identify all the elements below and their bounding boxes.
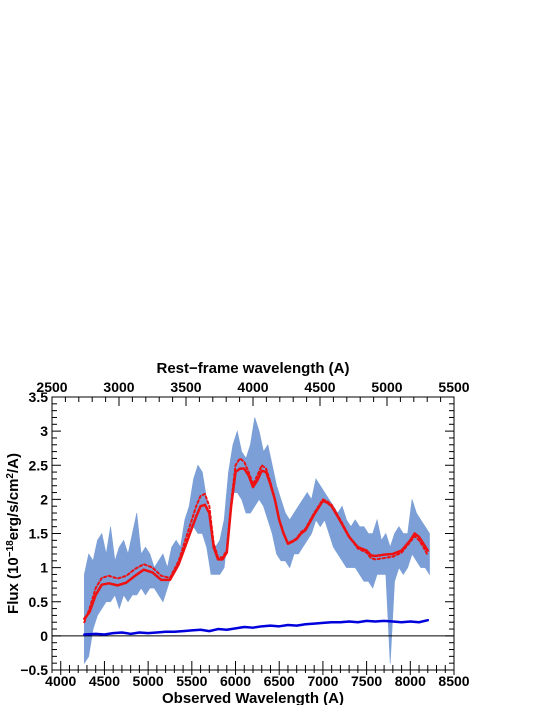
observed-spectrum-band xyxy=(84,417,430,665)
y-axis-title-exponent: −18 xyxy=(5,540,16,557)
x2-tick-label: 5000 xyxy=(371,379,402,395)
x-tick-label: 6500 xyxy=(264,673,295,689)
x-tick-label: 8500 xyxy=(438,673,469,689)
bottom-axis-title: Observed Wavelength (A) xyxy=(162,690,344,705)
x-tick-label: 5000 xyxy=(133,673,164,689)
x-tick-label: 7500 xyxy=(351,673,382,689)
model-spectrum-layer xyxy=(83,457,430,624)
y-axis-title: Flux (10−18erg/s/cm2/A) xyxy=(5,453,23,614)
error-spectrum-line xyxy=(83,618,430,636)
x-tick-label: 5500 xyxy=(176,673,207,689)
x-tick-label: 8000 xyxy=(395,673,426,689)
tick-labels: 4000 4500 5000 5500 6000 6500 7000 7500 8000 8500… xyxy=(20,379,469,689)
x2-tick-label: 4000 xyxy=(237,379,268,395)
y-axis-title-prefix: Flux (10 xyxy=(5,557,22,614)
y-tick-label: 1.5 xyxy=(29,526,49,542)
y-axis-title-suffix: /A) xyxy=(5,453,22,473)
x2-tick-label: 3000 xyxy=(103,379,134,395)
x-tick-label: 6000 xyxy=(220,673,251,689)
y-tick-label: −0.5 xyxy=(20,662,48,678)
observed-spectrum-band-layer xyxy=(84,417,430,665)
y-tick-label: 1 xyxy=(40,560,48,576)
x2-tick-label: 4500 xyxy=(304,379,335,395)
x-tick-label: 7000 xyxy=(307,673,338,689)
y-axis-title-units: erg/s/cm xyxy=(5,479,22,541)
top-axis-title: Rest−frame wavelength (A) xyxy=(157,360,350,377)
y-tick-label: 3 xyxy=(40,423,48,439)
x2-tick-label: 3500 xyxy=(170,379,201,395)
x2-tick-label: 2500 xyxy=(36,379,67,395)
error-spectrum-layer xyxy=(83,618,430,636)
x-tick-label: 4500 xyxy=(89,673,120,689)
y-tick-label: 0.5 xyxy=(29,594,49,610)
y-tick-label: 3.5 xyxy=(29,389,49,405)
y-tick-label: 2 xyxy=(40,491,48,507)
y-tick-label: 2.5 xyxy=(29,457,49,473)
model-dotted-line xyxy=(83,457,429,624)
model-solid-line xyxy=(83,467,430,621)
x2-tick-label: 5500 xyxy=(438,379,469,395)
x-tick-label: 4000 xyxy=(45,673,76,689)
y-axis-title-units-exponent: 2 xyxy=(5,473,16,479)
y-tick-label: 0 xyxy=(40,628,48,644)
axis-ticks xyxy=(51,396,455,675)
